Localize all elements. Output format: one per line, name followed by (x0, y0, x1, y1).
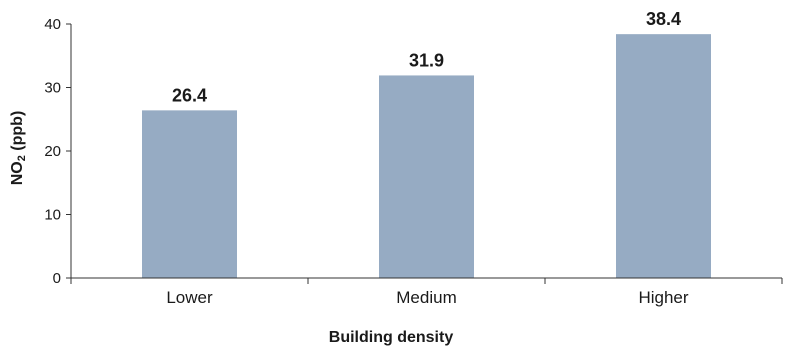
y-axis-ticks: 0 10 20 30 40 (44, 16, 71, 287)
y-tick-label: 30 (44, 80, 61, 97)
bar-medium (379, 75, 474, 278)
x-category-label-higher: Higher (638, 288, 688, 307)
y-tick-label: 40 (44, 16, 61, 33)
data-labels-group: 26.4 31.9 38.4 (172, 9, 681, 105)
bars-group (142, 34, 711, 278)
bar-lower (142, 110, 237, 278)
x-category-label-medium: Medium (396, 288, 456, 307)
y-axis-title-prefix: NO (9, 161, 26, 185)
x-axis-ticks: Lower Medium Higher (70, 278, 783, 307)
y-axis-title-suffix: (ppb) (9, 111, 26, 155)
y-axis-title: NO2 (ppb) (9, 111, 28, 186)
y-tick-label: 20 (44, 143, 61, 160)
data-label-higher: 38.4 (646, 9, 681, 29)
x-category-label-lower: Lower (166, 288, 213, 307)
data-label-lower: 26.4 (172, 85, 207, 105)
y-tick-label: 0 (53, 270, 61, 287)
data-label-medium: 31.9 (409, 50, 444, 70)
x-axis-title: Building density (329, 329, 454, 346)
y-tick-label: 10 (44, 207, 61, 224)
bar-higher (616, 34, 711, 278)
y-axis-title-subscript: 2 (16, 155, 28, 161)
